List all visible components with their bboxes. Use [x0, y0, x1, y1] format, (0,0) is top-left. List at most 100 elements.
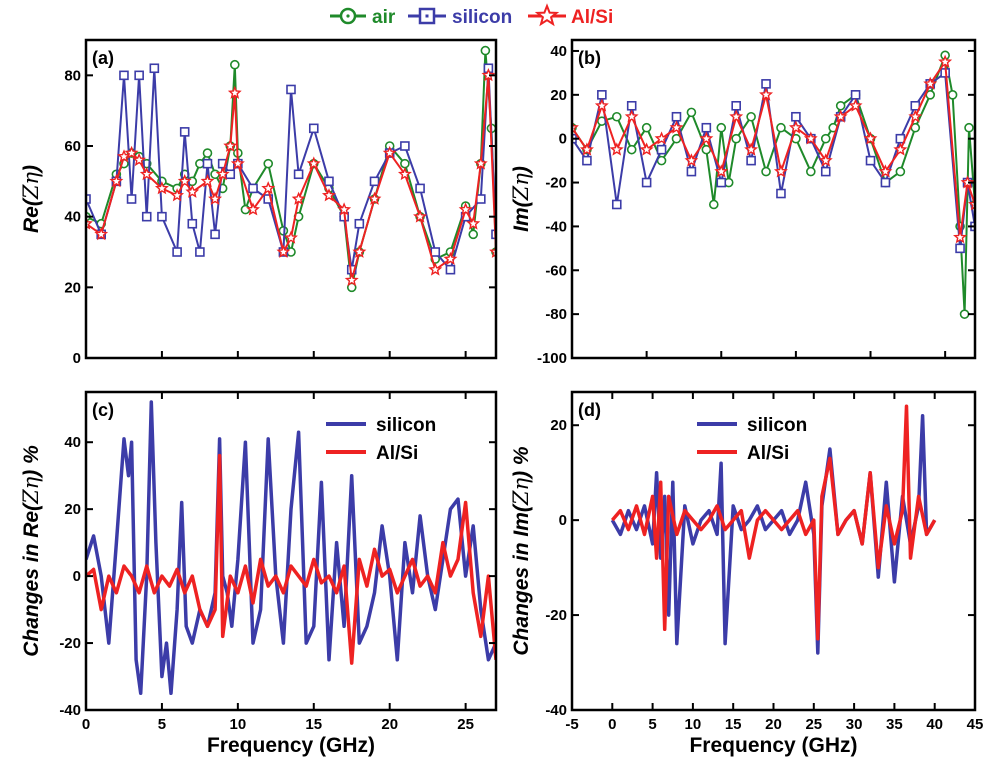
data-point-alsi: [714, 164, 729, 178]
y-tick-label: 20: [64, 279, 81, 296]
data-point-alsi: [443, 251, 458, 266]
data-point-alsi: [215, 166, 230, 181]
data-point-air: [263, 158, 274, 169]
y-tick-label: -80: [545, 306, 567, 323]
x-tick-label: 5: [648, 716, 656, 733]
series-line-alsi: [86, 453, 496, 665]
y-tick-label: 20: [550, 417, 567, 434]
x-tick-label: 10: [685, 716, 702, 733]
data-point-air: [210, 169, 220, 180]
legend-air-label: air: [372, 7, 396, 28]
data-point-alsi: [367, 191, 382, 205]
series-group: [86, 45, 496, 293]
legend-silicon-marker-dot: [425, 14, 429, 18]
y-tick-label: -60: [545, 262, 567, 279]
data-point-alsi: [938, 54, 953, 68]
data-point-air: [746, 111, 756, 122]
panel-label: (d): [578, 400, 601, 420]
data-point-silicon: [746, 155, 756, 166]
data-point-alsi: [291, 191, 306, 205]
data-point-alsi: [227, 85, 242, 99]
data-point-alsi: [284, 230, 298, 244]
data-point-alsi: [246, 202, 261, 216]
data-point-silicon: [491, 229, 496, 240]
data-point-alsi: [848, 98, 863, 112]
data-point-silicon: [157, 211, 167, 222]
data-point-silicon: [597, 90, 607, 100]
y-axis-label: Im(Zη): [509, 166, 533, 232]
panel-b: -100 -80 -60 -40 -20 0 20 40 (b) Im(Zη): [509, 38, 977, 367]
y-tick-label: -40: [545, 218, 567, 235]
data-point-air: [626, 144, 637, 155]
x-axis-label: Frequency (GHz): [207, 734, 375, 757]
data-point-alsi: [382, 145, 397, 159]
panel-d: -40 -20 0 20 -5 0 5 10 15 20 25 30 35 40 45 (d) Changes …: [509, 390, 983, 757]
y-tick-label: 80: [64, 67, 81, 84]
data-point-air: [731, 133, 741, 144]
panel-c: -40 -20 0 20 40 0 5 10 15 20 25 (c) Changes in Re(Zη…: [19, 390, 498, 757]
data-point-alsi: [773, 164, 788, 178]
data-point-alsi: [699, 131, 714, 145]
data-point-alsi: [276, 244, 291, 258]
y-tick-label: 40: [550, 43, 567, 60]
plot-frame: [570, 390, 977, 712]
data-point-silicon: [134, 70, 144, 81]
data-point-alsi: [572, 120, 579, 134]
data-point-air: [240, 204, 251, 215]
data-point-silicon: [286, 84, 296, 95]
data-point-alsi: [893, 142, 908, 156]
data-point-alsi: [968, 197, 975, 211]
data-point-silicon: [791, 111, 801, 122]
y-tick-label: -20: [545, 175, 567, 192]
data-point-silicon: [248, 183, 258, 194]
series-line-silicon: [86, 67, 496, 271]
data-point-alsi: [208, 191, 223, 205]
data-point-alsi: [960, 175, 975, 189]
data-point-alsi: [579, 142, 594, 156]
y-tick-label: 60: [64, 138, 81, 155]
data-point-alsi: [908, 109, 923, 123]
data-point-silicon: [324, 176, 334, 187]
legend-label-alsi: Al/Si: [376, 443, 418, 464]
data-point-silicon: [582, 155, 592, 166]
data-point-air: [468, 229, 479, 240]
data-point-silicon: [761, 79, 771, 89]
y-tick-label: 0: [73, 568, 81, 585]
data-point-silicon: [293, 169, 304, 180]
data-point-alsi: [654, 131, 669, 145]
legend-air: air: [330, 7, 396, 28]
data-point-silicon: [731, 100, 741, 111]
series-group: [86, 400, 496, 696]
data-point-alsi: [669, 120, 684, 134]
data-point-air: [480, 45, 491, 56]
data-point-silicon: [716, 177, 727, 188]
y-tick-label: -20: [59, 635, 81, 652]
data-point-silicon: [308, 123, 319, 134]
y-tick-label: -40: [545, 702, 567, 719]
y-tick-label: -20: [545, 607, 567, 624]
series-group: [572, 50, 975, 319]
data-point-alsi: [473, 156, 488, 170]
data-point-air: [202, 148, 213, 158]
data-point-air: [964, 122, 974, 133]
x-tick-label: 30: [846, 716, 863, 733]
data-point-alsi: [878, 164, 893, 178]
data-point-silicon: [400, 141, 410, 151]
series-line-air: [572, 54, 975, 316]
series-group: [610, 404, 937, 655]
data-point-alsi: [803, 131, 818, 145]
data-point-silicon: [865, 155, 876, 166]
data-point-alsi: [154, 181, 169, 195]
x-tick-label: 20: [381, 716, 398, 733]
data-point-alsi: [923, 76, 938, 90]
data-point-air: [806, 166, 816, 177]
data-point-alsi: [124, 145, 139, 160]
data-point-silicon: [671, 111, 682, 122]
plot-frame: [84, 38, 498, 360]
data-point-alsi: [413, 209, 428, 223]
data-point-alsi: [594, 98, 609, 112]
data-point-silicon: [119, 70, 129, 81]
data-point-alsi: [953, 230, 968, 244]
data-point-alsi: [397, 166, 412, 181]
data-point-air: [895, 166, 906, 177]
